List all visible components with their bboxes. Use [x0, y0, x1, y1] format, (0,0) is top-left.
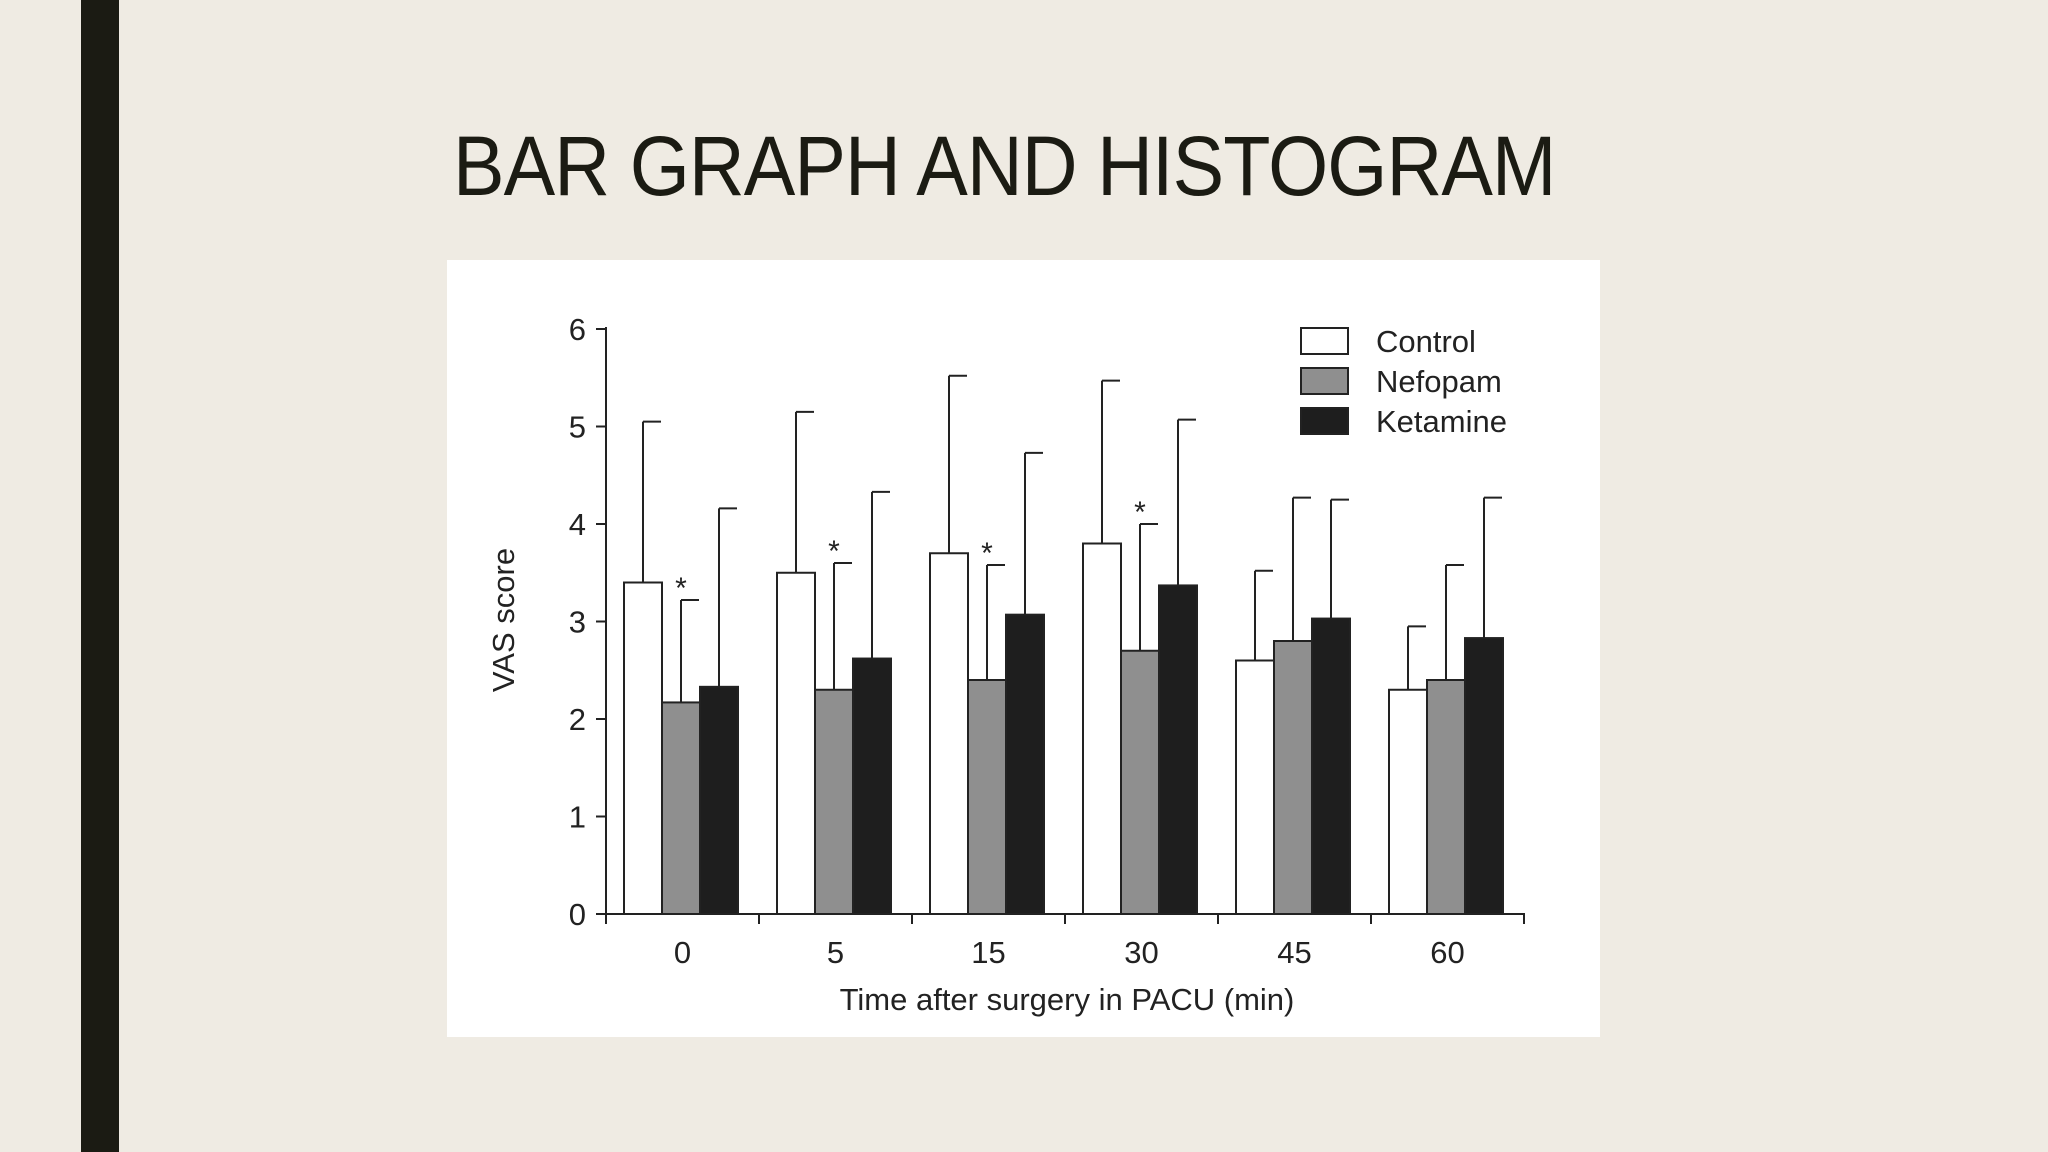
y-tick-label: 5 — [569, 410, 586, 445]
bar-nefopam-45 — [1273, 640, 1313, 915]
legend-label-nefopam: Nefopam — [1376, 364, 1502, 399]
significance-annotations: * * * * — [675, 496, 1146, 605]
bar-nefopam-5 — [814, 688, 854, 915]
bar-ketamine-15 — [1005, 613, 1045, 915]
bar-nefopam-30 — [1120, 649, 1160, 915]
bar-ketamine-45 — [1311, 617, 1351, 915]
bar-control-45 — [1235, 659, 1275, 915]
slide-title: BAR GRAPH AND HISTOGRAM — [453, 119, 1556, 213]
y-tick-label: 3 — [569, 605, 586, 640]
significance-marker: * — [828, 535, 840, 568]
bar-ketamine-30 — [1158, 584, 1198, 915]
significance-marker: * — [675, 572, 687, 605]
legend-swatch-control — [1300, 327, 1349, 355]
bar-nefopam-0 — [661, 701, 701, 915]
significance-marker: * — [1134, 496, 1146, 529]
x-axis-label: Time after surgery in PACU (min) — [840, 982, 1295, 1017]
x-tick-label: 5 — [827, 935, 844, 970]
y-tick-label: 2 — [569, 702, 586, 737]
significance-marker: * — [981, 537, 993, 570]
y-axis-ticks: 0 1 2 3 4 5 6 — [569, 312, 606, 932]
bars — [623, 542, 1504, 916]
chart-legend: Control Nefopam Ketamine — [1300, 324, 1507, 439]
y-tick-label: 4 — [569, 507, 586, 542]
legend-label-ketamine: Ketamine — [1376, 404, 1507, 439]
bar-ketamine-0 — [699, 685, 739, 916]
bar-ketamine-5 — [852, 657, 892, 915]
x-tick-label: 15 — [971, 935, 1005, 970]
x-tick-label: 0 — [674, 935, 691, 970]
slide-accent-bar — [81, 0, 119, 1152]
bar-nefopam-60 — [1426, 679, 1466, 915]
error-bars — [642, 374, 1502, 703]
y-axis-label: VAS score — [486, 548, 521, 692]
bar-control-30 — [1082, 542, 1122, 915]
x-tick-label: 45 — [1277, 935, 1311, 970]
bar-ketamine-60 — [1464, 637, 1504, 915]
bar-control-5 — [776, 571, 816, 915]
y-tick-label: 6 — [569, 312, 586, 347]
bar-control-60 — [1388, 688, 1428, 915]
x-tick-label: 30 — [1124, 935, 1158, 970]
bar-control-15 — [929, 552, 969, 915]
x-tick-label: 60 — [1430, 935, 1464, 970]
bar-control-0 — [623, 581, 663, 915]
legend-label-control: Control — [1376, 324, 1476, 359]
x-axis-ticks: 0 5 15 30 45 60 — [605, 914, 1525, 970]
legend-swatch-nefopam — [1300, 367, 1349, 395]
y-tick-label: 1 — [569, 800, 586, 835]
y-tick-label: 0 — [569, 897, 586, 932]
legend-swatch-ketamine — [1300, 407, 1349, 435]
bar-nefopam-15 — [967, 679, 1007, 915]
